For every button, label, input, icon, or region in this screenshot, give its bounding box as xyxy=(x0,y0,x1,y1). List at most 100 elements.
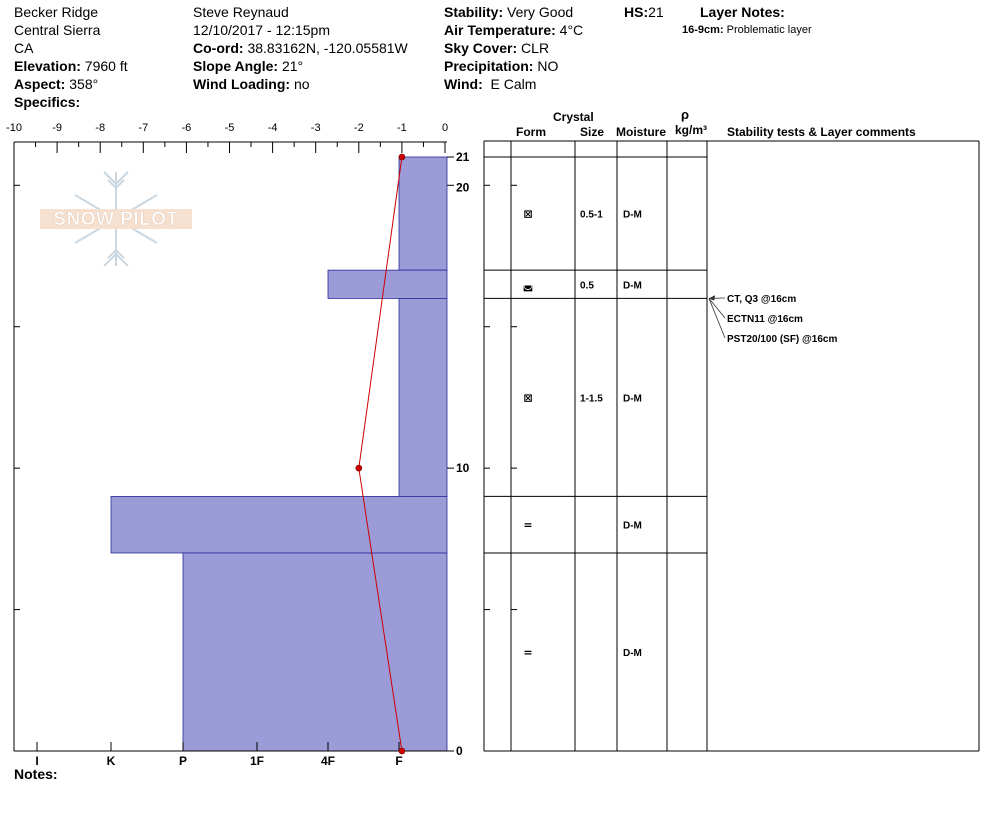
precip-label: Precipitation: xyxy=(444,58,534,74)
elevation-row: Elevation: 7960 ft xyxy=(14,58,128,75)
density-units: kg/m³ xyxy=(675,123,708,137)
height-axis-label: 21 xyxy=(456,150,470,164)
aspect-value: 358° xyxy=(69,76,99,92)
logo-text: SNOW PILOT xyxy=(53,209,178,230)
wind-row: Wind: E Calm xyxy=(444,76,536,93)
height-axis-label: 0 xyxy=(456,744,463,758)
stability-row: Stability: Very Good xyxy=(444,4,573,21)
layer-note-range: 16-9cm: xyxy=(682,24,724,36)
air-temp-label: Air Temperature: xyxy=(444,22,556,38)
comments-header: Stability tests & Layer comments xyxy=(727,125,916,139)
hardness-bar-3 xyxy=(110,496,448,554)
layer-form: ⊠ xyxy=(523,391,532,404)
observer-name: Steve Reynaud xyxy=(193,4,289,20)
top-axis-tick-label: -4 xyxy=(268,122,278,134)
layer-notes-label: Layer Notes: xyxy=(700,4,785,20)
layer-moisture: D-M xyxy=(623,393,642,404)
layer-note-text: Problematic layer xyxy=(726,24,812,36)
hardness-tick-label: F xyxy=(395,754,402,768)
coord-label: Co-ord: xyxy=(193,40,244,56)
height-axis-label: 10 xyxy=(456,461,470,475)
layer-moisture: D-M xyxy=(623,280,642,291)
hs-row: HS:21 xyxy=(624,4,664,21)
top-axis-tick-label: -10 xyxy=(6,122,22,134)
size-header: Size xyxy=(580,125,605,139)
height-axis-label: 20 xyxy=(456,180,470,194)
layer-moisture: D-M xyxy=(623,521,642,532)
slope-row: Slope Angle: 21° xyxy=(193,58,303,75)
test-arrow-2 xyxy=(709,295,715,301)
stability-value: Very Good xyxy=(507,4,574,20)
layer-form: = xyxy=(523,519,532,532)
observation-datetime: 12/10/2017 - 12:15pm xyxy=(193,22,330,38)
wind-loading-row: Wind Loading: no xyxy=(193,76,310,93)
layer-size: 0.5 xyxy=(580,280,594,291)
density-symbol: ρ xyxy=(681,107,690,122)
wind-loading-value: no xyxy=(293,76,310,92)
air-temp-value: 4°C xyxy=(559,22,584,38)
sky-cover-value: CLR xyxy=(521,40,550,56)
moisture-header: Moisture xyxy=(616,125,667,139)
top-axis-tick-label: -1 xyxy=(397,122,407,134)
layer-form: ⊠ xyxy=(523,208,532,221)
test-leader-1 xyxy=(708,298,726,319)
temperature-point-2 xyxy=(398,747,406,755)
table-rows: ⊠ 0.5-1 D-M ◛ 0.5 D-M ⊠ 1-1.5 D-M = D-M = D-M xyxy=(484,156,707,659)
top-axis-tick-label: 0 xyxy=(442,122,448,134)
range-name: Central Sierra xyxy=(14,22,101,38)
top-axis-tick-label: -3 xyxy=(311,122,321,134)
test-leader-2 xyxy=(708,298,726,339)
hardness-bars xyxy=(110,156,448,752)
hardness-bar-4 xyxy=(182,552,448,752)
stability-tests: CT, Q3 @16cm ECTN11 @16cm PST20/100 (SF) @… xyxy=(708,294,837,345)
temperature-point-1 xyxy=(355,464,363,472)
hardness-tick-label: P xyxy=(179,754,187,768)
crystal-header: Crystal xyxy=(553,110,594,124)
location-name: Becker Ridge xyxy=(14,4,99,20)
elevation-label: Elevation: xyxy=(14,58,81,74)
specifics-label: Specifics: xyxy=(14,94,81,110)
temperature-point-0 xyxy=(398,153,406,161)
layer-size: 0.5-1 xyxy=(580,210,603,221)
hardness-tick-label: I xyxy=(35,754,38,768)
air-temp-row: Air Temperature: 4°C xyxy=(444,22,583,39)
layer-moisture: D-M xyxy=(623,210,642,221)
top-axis-tick-label: -2 xyxy=(354,122,364,134)
hardness-bar-2 xyxy=(398,298,448,497)
top-axis-tick-label: -8 xyxy=(95,122,105,134)
aspect-row: Aspect: 358° xyxy=(14,76,98,93)
temperature-profile xyxy=(355,153,406,755)
layer-moisture: D-M xyxy=(623,648,642,659)
hardness-axis-ticks: I K P 1F 4F F xyxy=(35,742,403,768)
layer-form: ◛ xyxy=(523,278,534,291)
slope-value: 21° xyxy=(281,58,304,74)
hardness-tick-label: K xyxy=(107,754,116,768)
elevation-value: 7960 ft xyxy=(84,58,128,74)
layer-size: 1-1.5 xyxy=(580,393,603,404)
form-header: Form xyxy=(516,125,546,139)
sky-cover-row: Sky Cover: CLR xyxy=(444,40,549,57)
wind-value: E Calm xyxy=(490,76,537,92)
coord-value: 38.83162N, -120.05581W xyxy=(247,40,408,56)
wind-loading-label: Wind Loading: xyxy=(193,76,291,92)
layer-table: ⊠ 0.5-1 D-M ◛ 0.5 D-M ⊠ 1-1.5 D-M = D-M = D-M CT, Q3… xyxy=(483,140,980,752)
sky-cover-label: Sky Cover: xyxy=(444,40,518,56)
hardness-tick-label: 1F xyxy=(250,754,264,768)
wind-label: Wind: xyxy=(444,76,483,92)
hs-value: 21 xyxy=(648,4,664,20)
top-axis-ticks: -10 -9 -8 -7 -6 -5 -4 -3 -2 -1 0 xyxy=(6,122,448,752)
hs-label: HS: xyxy=(624,4,649,20)
coord-row: Co-ord: 38.83162N, -120.05581W xyxy=(193,40,408,57)
stability-test-label: CT, Q3 @16cm xyxy=(727,294,796,305)
height-axis-ticks: 0 10 20 21 xyxy=(447,150,517,758)
stability-label: Stability: xyxy=(444,4,504,20)
snowpilot-logo: SNOW PILOT xyxy=(40,171,192,267)
hardness-bar-0 xyxy=(398,156,448,271)
hardness-tick-label: 4F xyxy=(321,754,335,768)
layer-note: 16-9cm: Problematic layer xyxy=(682,24,812,37)
layer-form: = xyxy=(523,646,532,659)
precip-value: NO xyxy=(537,58,559,74)
top-axis-tick-label: -9 xyxy=(52,122,62,134)
top-axis-tick-label: -5 xyxy=(225,122,235,134)
